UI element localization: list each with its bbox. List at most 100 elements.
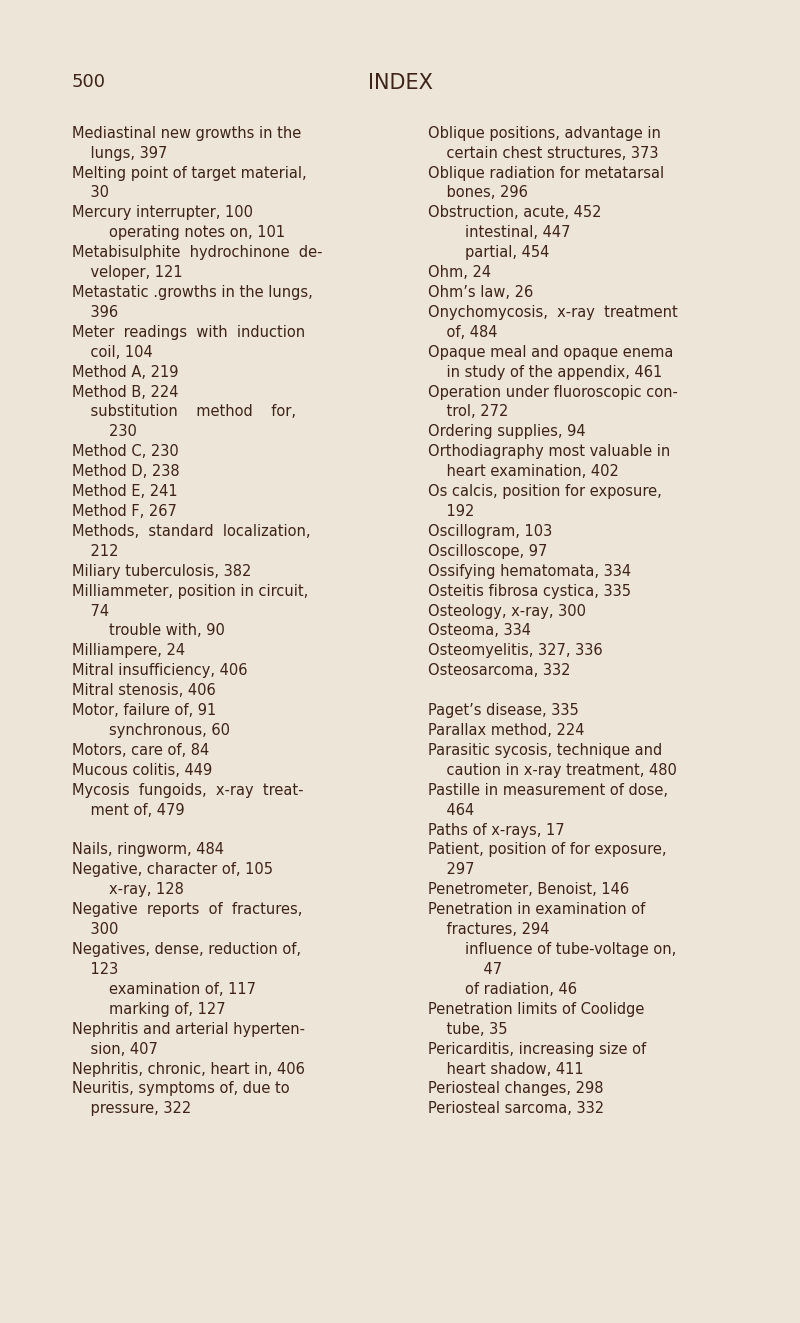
- Text: Penetration limits of Coolidge: Penetration limits of Coolidge: [428, 1002, 644, 1017]
- Text: heart examination, 402: heart examination, 402: [428, 464, 619, 479]
- Text: Osteitis fibrosa cystica, 335: Osteitis fibrosa cystica, 335: [428, 583, 631, 598]
- Text: ment of, 479: ment of, 479: [72, 803, 185, 818]
- Text: partial, 454: partial, 454: [428, 245, 550, 261]
- Text: Periosteal sarcoma, 332: Periosteal sarcoma, 332: [428, 1101, 604, 1117]
- Text: Milliammeter, position in circuit,: Milliammeter, position in circuit,: [72, 583, 308, 598]
- Text: Onychomycosis,  x-ray  treatment: Onychomycosis, x-ray treatment: [428, 304, 678, 320]
- Text: 396: 396: [72, 304, 118, 320]
- Text: Method F, 267: Method F, 267: [72, 504, 177, 519]
- Text: Mitral stenosis, 406: Mitral stenosis, 406: [72, 683, 216, 699]
- Text: Motor, failure of, 91: Motor, failure of, 91: [72, 703, 216, 718]
- Text: in study of the appendix, 461: in study of the appendix, 461: [428, 365, 662, 380]
- Text: Oblique radiation for metatarsal: Oblique radiation for metatarsal: [428, 165, 664, 180]
- Text: Ohm, 24: Ohm, 24: [428, 265, 491, 280]
- Text: bones, 296: bones, 296: [428, 185, 528, 200]
- Text: 30: 30: [72, 185, 109, 200]
- Text: Melting point of target material,: Melting point of target material,: [72, 165, 306, 180]
- Text: 74: 74: [72, 603, 109, 619]
- Text: Miliary tuberculosis, 382: Miliary tuberculosis, 382: [72, 564, 251, 578]
- Text: Penetrometer, Benoist, 146: Penetrometer, Benoist, 146: [428, 882, 629, 897]
- Text: Os calcis, position for exposure,: Os calcis, position for exposure,: [428, 484, 662, 499]
- Text: heart shadow, 411: heart shadow, 411: [428, 1061, 584, 1077]
- Text: Mucous colitis, 449: Mucous colitis, 449: [72, 763, 212, 778]
- Text: veloper, 121: veloper, 121: [72, 265, 182, 280]
- Text: Milliampere, 24: Milliampere, 24: [72, 643, 185, 659]
- Text: Patient, position of for exposure,: Patient, position of for exposure,: [428, 843, 666, 857]
- Text: Parasitic sycosis, technique and: Parasitic sycosis, technique and: [428, 744, 662, 758]
- Text: trol, 272: trol, 272: [428, 405, 508, 419]
- Text: Metabisulphite  hydrochinone  de-: Metabisulphite hydrochinone de-: [72, 245, 322, 261]
- Text: operating notes on, 101: operating notes on, 101: [72, 225, 285, 241]
- Text: tube, 35: tube, 35: [428, 1021, 507, 1037]
- Text: Negatives, dense, reduction of,: Negatives, dense, reduction of,: [72, 942, 301, 957]
- Text: Penetration in examination of: Penetration in examination of: [428, 902, 646, 917]
- Text: Nails, ringworm, 484: Nails, ringworm, 484: [72, 843, 224, 857]
- Text: marking of, 127: marking of, 127: [72, 1002, 226, 1017]
- Text: Ohm’s law, 26: Ohm’s law, 26: [428, 284, 534, 300]
- Text: 47: 47: [428, 962, 502, 976]
- Text: INDEX: INDEX: [367, 73, 433, 93]
- Text: 123: 123: [72, 962, 118, 976]
- Text: Method A, 219: Method A, 219: [72, 365, 178, 380]
- Text: 500: 500: [72, 73, 106, 91]
- Text: Method E, 241: Method E, 241: [72, 484, 178, 499]
- Text: pressure, 322: pressure, 322: [72, 1101, 191, 1117]
- Text: Mitral insufficiency, 406: Mitral insufficiency, 406: [72, 663, 247, 679]
- Text: Negative  reports  of  fractures,: Negative reports of fractures,: [72, 902, 302, 917]
- Text: 297: 297: [428, 863, 474, 877]
- Text: Negative, character of, 105: Negative, character of, 105: [72, 863, 273, 877]
- Text: Mycosis  fungoids,  x-ray  treat-: Mycosis fungoids, x-ray treat-: [72, 783, 303, 798]
- Text: 300: 300: [72, 922, 118, 937]
- Text: caution in x-ray treatment, 480: caution in x-ray treatment, 480: [428, 763, 677, 778]
- Text: Oscilloscope, 97: Oscilloscope, 97: [428, 544, 547, 558]
- Text: trouble with, 90: trouble with, 90: [72, 623, 225, 639]
- Text: Parallax method, 224: Parallax method, 224: [428, 722, 585, 738]
- Text: Methods,  standard  localization,: Methods, standard localization,: [72, 524, 310, 538]
- Text: Pastille in measurement of dose,: Pastille in measurement of dose,: [428, 783, 668, 798]
- Text: Method D, 238: Method D, 238: [72, 464, 180, 479]
- Text: of radiation, 46: of radiation, 46: [428, 982, 577, 996]
- Text: Osteomyelitis, 327, 336: Osteomyelitis, 327, 336: [428, 643, 602, 659]
- Text: certain chest structures, 373: certain chest structures, 373: [428, 146, 658, 160]
- Text: Ordering supplies, 94: Ordering supplies, 94: [428, 425, 586, 439]
- Text: Nephritis and arterial hyperten-: Nephritis and arterial hyperten-: [72, 1021, 305, 1037]
- Text: Opaque meal and opaque enema: Opaque meal and opaque enema: [428, 345, 674, 360]
- Text: Paths of x-rays, 17: Paths of x-rays, 17: [428, 823, 565, 837]
- Text: sion, 407: sion, 407: [72, 1041, 158, 1057]
- Text: examination of, 117: examination of, 117: [72, 982, 256, 996]
- Text: substitution    method    for,: substitution method for,: [72, 405, 296, 419]
- Text: Motors, care of, 84: Motors, care of, 84: [72, 744, 210, 758]
- Text: Neuritis, symptoms of, due to: Neuritis, symptoms of, due to: [72, 1081, 290, 1097]
- Text: Oblique positions, advantage in: Oblique positions, advantage in: [428, 126, 661, 140]
- Text: Osteoma, 334: Osteoma, 334: [428, 623, 531, 639]
- Text: Osteosarcoma, 332: Osteosarcoma, 332: [428, 663, 570, 679]
- Text: 212: 212: [72, 544, 118, 558]
- Text: Paget’s disease, 335: Paget’s disease, 335: [428, 703, 578, 718]
- Text: influence of tube-voltage on,: influence of tube-voltage on,: [428, 942, 676, 957]
- Text: intestinal, 447: intestinal, 447: [428, 225, 570, 241]
- Text: fractures, 294: fractures, 294: [428, 922, 550, 937]
- Text: x-ray, 128: x-ray, 128: [72, 882, 184, 897]
- Text: 464: 464: [428, 803, 474, 818]
- Text: Pericarditis, increasing size of: Pericarditis, increasing size of: [428, 1041, 646, 1057]
- Text: Obstruction, acute, 452: Obstruction, acute, 452: [428, 205, 602, 221]
- Text: Ossifying hematomata, 334: Ossifying hematomata, 334: [428, 564, 631, 578]
- Text: Periosteal changes, 298: Periosteal changes, 298: [428, 1081, 603, 1097]
- Text: Method C, 230: Method C, 230: [72, 445, 178, 459]
- Text: Operation under fluoroscopic con-: Operation under fluoroscopic con-: [428, 385, 678, 400]
- Text: synchronous, 60: synchronous, 60: [72, 722, 230, 738]
- Text: of, 484: of, 484: [428, 324, 498, 340]
- Text: 230: 230: [72, 425, 137, 439]
- Text: Nephritis, chronic, heart in, 406: Nephritis, chronic, heart in, 406: [72, 1061, 305, 1077]
- Text: Mercury interrupter, 100: Mercury interrupter, 100: [72, 205, 253, 221]
- Text: Osteology, x-ray, 300: Osteology, x-ray, 300: [428, 603, 586, 619]
- Text: lungs, 397: lungs, 397: [72, 146, 167, 160]
- Text: Meter  readings  with  induction: Meter readings with induction: [72, 324, 305, 340]
- Text: coil, 104: coil, 104: [72, 345, 153, 360]
- Text: Method B, 224: Method B, 224: [72, 385, 178, 400]
- Text: 192: 192: [428, 504, 474, 519]
- Text: Orthodiagraphy most valuable in: Orthodiagraphy most valuable in: [428, 445, 670, 459]
- Text: Mediastinal new growths in the: Mediastinal new growths in the: [72, 126, 302, 140]
- Text: Metastatic .growths in the lungs,: Metastatic .growths in the lungs,: [72, 284, 313, 300]
- Text: Oscillogram, 103: Oscillogram, 103: [428, 524, 552, 538]
